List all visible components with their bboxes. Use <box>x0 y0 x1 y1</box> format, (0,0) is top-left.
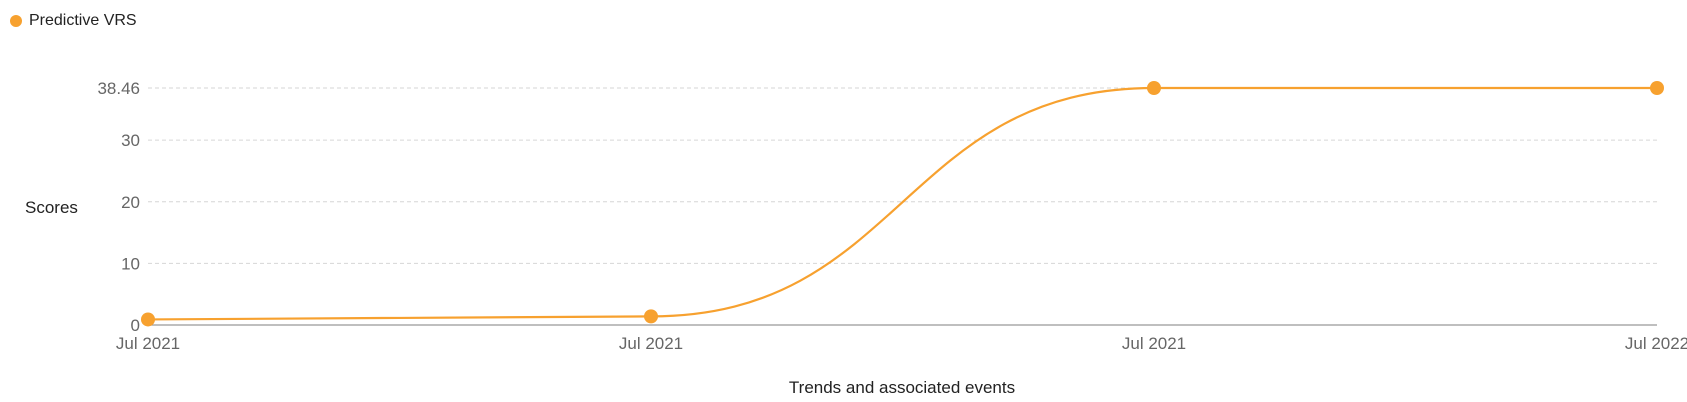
y-tick-label: 20 <box>121 193 140 212</box>
y-tick-label: 38.46 <box>97 79 140 98</box>
x-tick-label: Jul 2022 <box>1625 334 1687 353</box>
x-axis-title: Trends and associated events <box>789 378 1015 397</box>
y-axis-ticks: 0 10 20 30 38.46 <box>97 79 140 335</box>
data-point[interactable] <box>1147 81 1161 95</box>
y-axis-title: Scores <box>25 198 78 217</box>
y-tick-label: 0 <box>131 316 140 335</box>
legend-label-predictive-vrs: Predictive VRS <box>29 12 137 29</box>
series-predictive-vrs <box>141 81 1664 327</box>
x-tick-label: Jul 2021 <box>1122 334 1186 353</box>
legend[interactable]: Predictive VRS <box>10 12 137 29</box>
grid-lines <box>148 87 1657 264</box>
data-point[interactable] <box>1650 81 1664 95</box>
x-tick-label: Jul 2021 <box>619 334 683 353</box>
x-axis-ticks: Jul 2021 Jul 2021 Jul 2021 Jul 2022 <box>116 334 1687 353</box>
data-point[interactable] <box>644 309 658 324</box>
data-point[interactable] <box>141 312 155 327</box>
y-tick-label: 10 <box>121 254 140 273</box>
y-tick-label: 30 <box>121 131 140 150</box>
x-tick-label: Jul 2021 <box>116 334 180 353</box>
series-line-predictive-vrs <box>147 86 1657 321</box>
legend-swatch-predictive-vrs <box>10 15 22 27</box>
